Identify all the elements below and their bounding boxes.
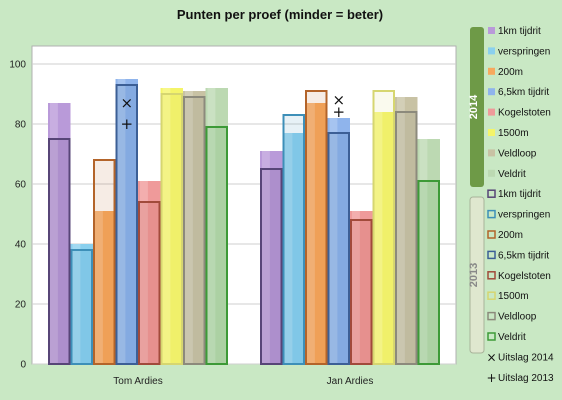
bar-2014-gloss-1-0 bbox=[72, 244, 81, 364]
legend-swatch-2013-6 bbox=[487, 311, 496, 321]
legend-label-2014-2: 200m bbox=[498, 67, 523, 78]
bar-2014-gloss-1-1 bbox=[284, 133, 293, 364]
bar-2013-3-0 bbox=[115, 84, 138, 365]
bar-2014-gloss-6-0 bbox=[185, 91, 193, 364]
legend-swatch-2013-0 bbox=[487, 189, 496, 198]
legend-swatch-2014-0 bbox=[488, 27, 495, 34]
legend-label-2013-7: Veldrit bbox=[498, 332, 526, 343]
legend-swatch-2014-5 bbox=[488, 129, 495, 136]
legend-group-2013-label: 2013 bbox=[468, 263, 480, 287]
bar-2014-gloss-0-1 bbox=[262, 151, 270, 364]
legend-swatch-2014-3 bbox=[488, 88, 495, 96]
markers: × ×++ bbox=[120, 91, 345, 133]
bar-2013-6-1 bbox=[395, 111, 418, 365]
bar-2013-6-0 bbox=[183, 96, 206, 365]
legend-label-2013-0: 1km tijdrit bbox=[498, 189, 541, 200]
legend-label-2013-1: verspringen bbox=[498, 210, 550, 221]
legend-label-2013-4: Kogelstoten bbox=[498, 271, 551, 282]
legend-marker-symbol-0: × bbox=[486, 350, 496, 364]
legend-swatch-2013-5 bbox=[487, 291, 496, 300]
legend-marker-label-0: Uitslag 2014 bbox=[498, 352, 554, 363]
bar-2014-gloss-2-0 bbox=[95, 211, 103, 364]
legend-swatch-2014-4 bbox=[488, 108, 495, 116]
bar-2014-gloss-4-1 bbox=[352, 211, 360, 364]
legend-swatch-2013-7 bbox=[487, 332, 496, 341]
bar-2013-4-1 bbox=[350, 219, 373, 365]
legend-label-2014-5: 1500m bbox=[498, 128, 529, 139]
legend: 2014 2013 1km tijdrit verspringen 200m 6,5km … bbox=[468, 26, 554, 385]
marker-0-1: × bbox=[332, 91, 345, 109]
y-tick-label: 20 bbox=[15, 300, 27, 311]
bar-2013-1-1 bbox=[282, 114, 305, 365]
y-tick-label: 100 bbox=[9, 60, 26, 71]
bar-2014-gloss-5-1 bbox=[374, 112, 383, 364]
legend-label-2013-6: Veldloop bbox=[498, 312, 537, 323]
bar-2013-0-0 bbox=[48, 138, 71, 365]
bar-2013-4-0 bbox=[138, 201, 161, 365]
legend-swatch-2014-1 bbox=[488, 47, 495, 55]
bar-2014-gloss-2-1 bbox=[307, 103, 315, 364]
bar-2013-2-1 bbox=[305, 90, 328, 365]
bar-2013-3-1 bbox=[327, 132, 350, 365]
legend-swatch-2013-3 bbox=[487, 250, 496, 260]
bar-2013-0-1 bbox=[260, 168, 283, 365]
legend-label-2013-5: 1500m bbox=[498, 291, 529, 302]
x-category-label: Tom Ardies bbox=[113, 376, 162, 387]
legend-group-2014-box bbox=[470, 27, 484, 187]
legend-swatch-2013-4 bbox=[487, 271, 496, 280]
marker-1-0: + bbox=[120, 115, 133, 133]
legend-label-2014-4: Kogelstoten bbox=[498, 108, 551, 119]
bar-2013-7-1 bbox=[417, 180, 440, 365]
legend-group-2013-box bbox=[469, 196, 485, 354]
bar-2014-gloss-3-1 bbox=[329, 118, 338, 364]
bar-2013-2-0 bbox=[93, 159, 116, 365]
legend-label-2014-6: Veldloop bbox=[498, 148, 537, 159]
legend-swatch-2013-1 bbox=[487, 209, 496, 219]
x-axis: Tom Ardies Jan Ardies bbox=[113, 376, 373, 387]
legend-label-2014-1: verspringen bbox=[498, 46, 550, 57]
bar-2014-gloss-7-1 bbox=[419, 139, 428, 364]
bar-2014-gloss-7-0 bbox=[207, 88, 216, 364]
legend-group-2014-label: 2014 bbox=[468, 94, 480, 119]
legend-label-2014-7: Veldrit bbox=[498, 169, 526, 180]
legend-label-2013-2: 200m bbox=[498, 230, 523, 241]
bar-2013-5-0 bbox=[160, 93, 183, 365]
legend-marker-symbol-1: + bbox=[486, 371, 496, 385]
bar-2014-gloss-6-1 bbox=[397, 97, 405, 364]
y-tick-label: 40 bbox=[15, 240, 27, 251]
legend-marker-label-1: Uitslag 2013 bbox=[498, 373, 554, 384]
bar-2014-gloss-5-0 bbox=[162, 88, 171, 364]
legend-swatch-2014-2 bbox=[488, 67, 495, 75]
marker-0-0: × bbox=[120, 94, 133, 112]
y-tick-label: 80 bbox=[15, 120, 27, 131]
y-tick-label: 0 bbox=[20, 360, 26, 371]
chart-title: Punten per proef (minder = beter) bbox=[177, 7, 383, 22]
bar-2013-1-0 bbox=[70, 249, 93, 365]
bar-2014-gloss-0-0 bbox=[50, 103, 58, 364]
bar-2014-gloss-4-0 bbox=[140, 181, 148, 364]
bar-2014-gloss-3-0 bbox=[117, 79, 126, 364]
legend-label-2013-3: 6,5km tijdrit bbox=[498, 250, 549, 261]
bars bbox=[48, 79, 440, 365]
legend-swatch-2014-6 bbox=[488, 149, 495, 157]
y-tick-label: 60 bbox=[15, 180, 27, 191]
legend-label-2014-3: 6,5km tijdrit bbox=[498, 87, 549, 98]
legend-swatch-2014-7 bbox=[488, 169, 495, 177]
bar-2013-5-1 bbox=[372, 90, 395, 365]
legend-swatch-2013-2 bbox=[487, 230, 496, 239]
x-category-label: Jan Ardies bbox=[327, 376, 374, 387]
legend-label-2014-0: 1km tijdrit bbox=[498, 26, 541, 37]
bar-2013-7-0 bbox=[205, 126, 228, 365]
y-axis: 0 20 40 60 80 100 bbox=[9, 60, 26, 371]
marker-1-1: + bbox=[332, 103, 345, 121]
